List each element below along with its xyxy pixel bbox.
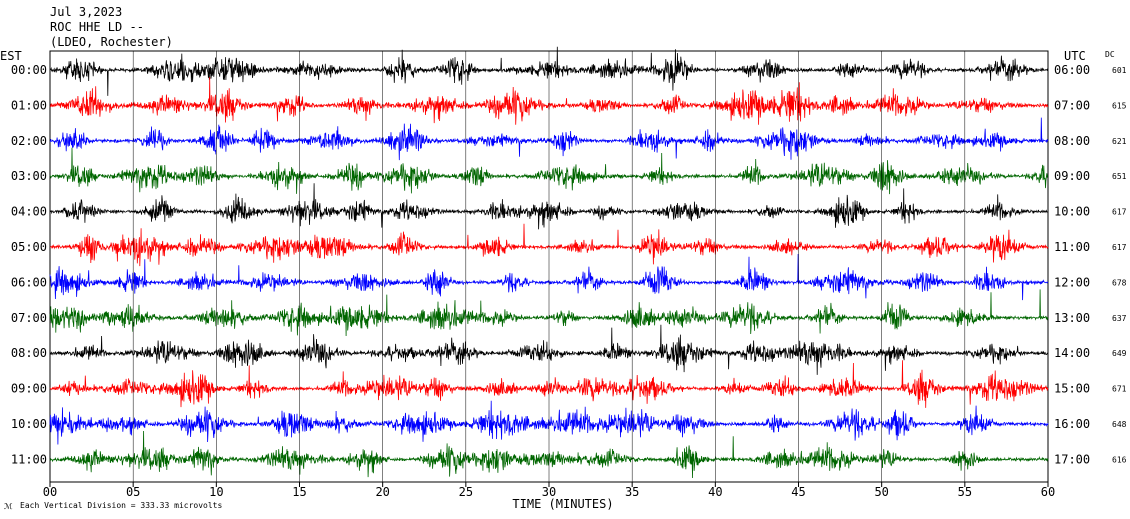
utc-label: 13:00	[1054, 311, 1090, 325]
est-label: 08:00	[11, 346, 47, 360]
utc-label: 08:00	[1054, 134, 1090, 148]
est-label: 04:00	[11, 205, 47, 219]
x-tick-label: 60	[1041, 485, 1055, 499]
dc-value: 621	[1112, 137, 1127, 146]
utc-label: 09:00	[1054, 169, 1090, 183]
scale-note-icon: ℳ	[4, 502, 13, 511]
right-axis-label: UTC	[1064, 49, 1086, 63]
scale-note: Each Vertical Division = 333.33 microvol…	[20, 501, 222, 510]
utc-label: 16:00	[1054, 417, 1090, 431]
dc-value: 617	[1112, 208, 1127, 217]
dc-value: 651	[1112, 172, 1127, 181]
utc-label: 15:00	[1054, 382, 1090, 396]
est-label: 09:00	[11, 382, 47, 396]
dc-value: 616	[1112, 455, 1127, 464]
x-tick-label: 25	[459, 485, 473, 499]
x-tick-label: 15	[292, 485, 306, 499]
utc-label: 07:00	[1054, 98, 1090, 112]
utc-label: 12:00	[1054, 275, 1090, 289]
x-tick-label: 30	[542, 485, 556, 499]
est-label: 07:00	[11, 311, 47, 325]
utc-label: 14:00	[1054, 346, 1090, 360]
x-tick-label: 55	[958, 485, 972, 499]
est-label: 10:00	[11, 417, 47, 431]
chart-date: Jul 3,2023	[50, 5, 122, 19]
chart-station: ROC HHE LD --	[50, 20, 144, 34]
x-tick-label: 50	[874, 485, 888, 499]
x-tick-label: 05	[126, 485, 140, 499]
est-label: 05:00	[11, 240, 47, 254]
est-label: 06:00	[11, 275, 47, 289]
x-axis-label: TIME (MINUTES)	[512, 497, 613, 511]
est-label: 03:00	[11, 169, 47, 183]
dc-value: 615	[1112, 101, 1127, 110]
est-label: 00:00	[11, 63, 47, 77]
est-label: 02:00	[11, 134, 47, 148]
chart-location: (LDEO, Rochester)	[50, 35, 173, 49]
x-tick-label: 20	[375, 485, 389, 499]
utc-label: 17:00	[1054, 452, 1090, 466]
dc-value: 678	[1112, 278, 1127, 287]
dc-value: 637	[1112, 314, 1127, 323]
dc-value: 617	[1112, 243, 1127, 252]
x-tick-label: 35	[625, 485, 639, 499]
est-label: 01:00	[11, 98, 47, 112]
x-tick-label: 10	[209, 485, 223, 499]
utc-label: 10:00	[1054, 205, 1090, 219]
est-label: 11:00	[11, 452, 47, 466]
dc-value: 601	[1112, 66, 1127, 75]
dc-value: 671	[1112, 385, 1127, 394]
x-tick-label: 40	[708, 485, 722, 499]
dc-label: DC	[1105, 50, 1115, 59]
x-tick-label: 00	[43, 485, 57, 499]
utc-label: 11:00	[1054, 240, 1090, 254]
dc-value: 649	[1112, 349, 1127, 358]
utc-label: 06:00	[1054, 63, 1090, 77]
x-tick-label: 45	[791, 485, 805, 499]
dc-value: 648	[1112, 420, 1127, 429]
left-axis-label: EST	[0, 49, 22, 63]
